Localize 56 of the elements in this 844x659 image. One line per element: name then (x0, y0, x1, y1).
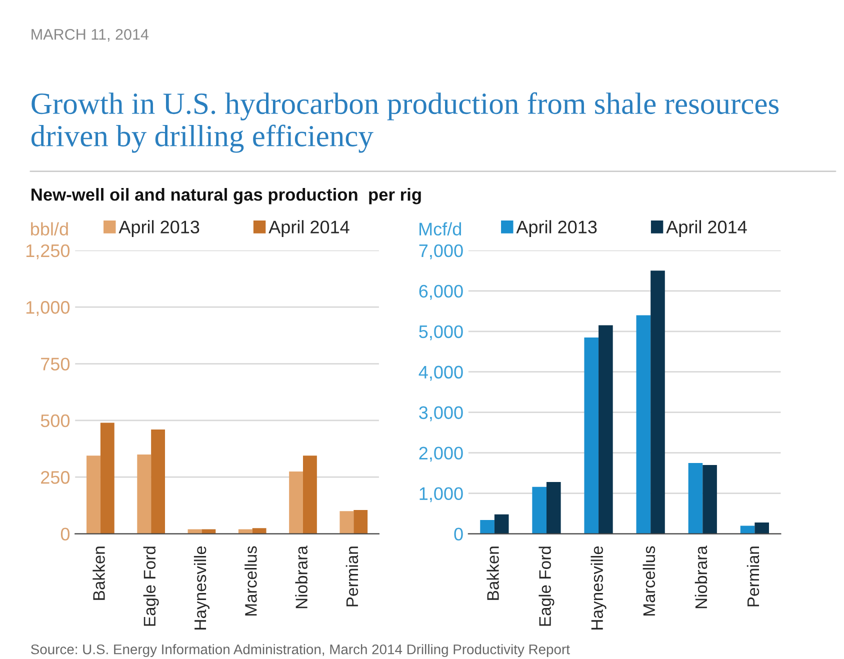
bar (740, 526, 755, 534)
legend-label: April 2014 (268, 220, 350, 238)
legend-label: April 2013 (516, 220, 597, 238)
y-tick-label: 1,000 (26, 301, 70, 316)
y-tick-label: 1,250 (26, 244, 70, 260)
y-tick-label: 750 (41, 358, 70, 370)
bar (340, 511, 354, 534)
x-tick-label: Niobrara (694, 546, 708, 608)
chart-title: Growth in U.S. hydrocarbon production from shale resources driven by drilling efficiency (31, 92, 779, 153)
x-tick-label: Permian (746, 546, 760, 606)
chart-subtitle: New-well oil and natural gas production per rig (32, 188, 421, 204)
bar (86, 456, 100, 534)
x-tick-label: Haynesville (590, 546, 606, 630)
y-axis-title: Mcf/d (420, 222, 462, 236)
x-tick-label: Niobrara (295, 546, 308, 608)
y-tick-label: 5,000 (419, 325, 463, 340)
x-tick-label: Bakken (486, 546, 499, 600)
bar (289, 471, 303, 534)
x-tick-label: Eagle Ford (143, 546, 159, 626)
y-tick-label: 3,000 (419, 406, 463, 422)
y-tick-label: 500 (40, 414, 70, 428)
bar (584, 337, 599, 534)
bar (702, 464, 717, 534)
bar (137, 454, 152, 534)
bar (151, 430, 165, 534)
bar (598, 325, 613, 534)
x-tick-label: Permian (346, 546, 358, 606)
x-tick-label: Marcellus (244, 546, 257, 616)
bar (494, 514, 509, 534)
x-tick-label: Haynesville (194, 546, 210, 630)
legend-label: April 2014 (666, 220, 747, 238)
source-note: Source: U.S. Energy Information Administration, March 2014 Drilling Productivity Report (31, 644, 570, 658)
y-tick-label: 6,000 (419, 284, 463, 300)
bar (688, 462, 703, 534)
bar (480, 520, 494, 534)
bar (532, 486, 546, 534)
y-tick-label: 0 (454, 528, 463, 541)
y-tick-label: 4,000 (418, 366, 463, 381)
bar (354, 510, 368, 534)
y-axis-title: bbl/d (31, 222, 68, 236)
y-tick-label: 7,000 (419, 244, 463, 260)
bar (302, 456, 317, 534)
bar (650, 270, 665, 534)
bar (100, 422, 114, 534)
legend-label: April 2013 (118, 220, 200, 238)
bar (754, 522, 769, 534)
y-tick-label: 0 (60, 528, 70, 541)
y-tick-label: 1,000 (420, 487, 463, 502)
x-tick-label: Marcellus (642, 546, 656, 616)
bar (546, 482, 561, 534)
x-tick-label: Bakken (92, 546, 105, 600)
x-tick-label: Eagle Ford (538, 546, 554, 626)
text: MARCH 11, 2014 (32, 28, 149, 42)
y-tick-label: 250 (41, 471, 70, 484)
bar (636, 315, 651, 534)
y-tick-label: 2,000 (419, 446, 463, 462)
